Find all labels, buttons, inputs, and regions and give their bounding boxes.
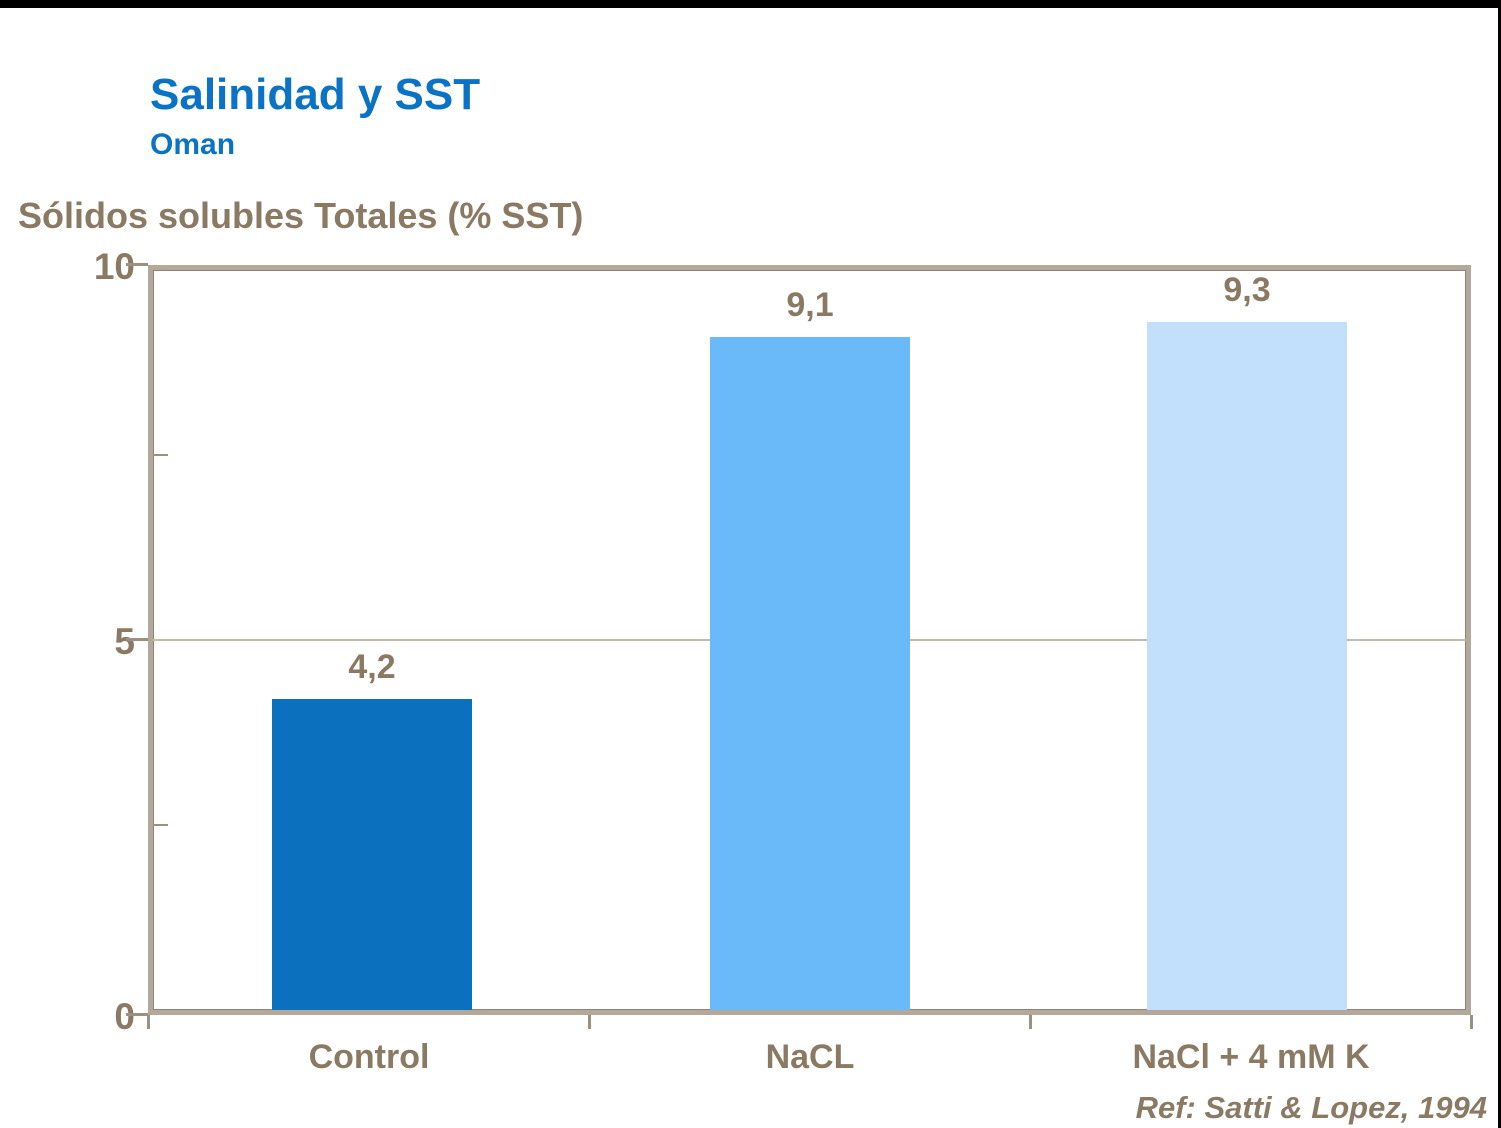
y-tick-mark (126, 638, 148, 641)
chart-title: Salinidad y SST (150, 70, 481, 119)
reference-citation: Ref: Satti & Lopez, 1994 (1135, 1090, 1487, 1125)
bar-value-label: 4,2 (348, 648, 396, 686)
bar-nacl-4-mm-k (1147, 322, 1347, 1010)
minor-y-tick-2-5 (153, 824, 168, 826)
bar-nacl (710, 337, 910, 1010)
category-axis: Control NaCL NaCl + 4 mM K (148, 1038, 1471, 1083)
category-label: NaCl + 4 mM K (1132, 1038, 1370, 1076)
x-axis-tick (147, 1015, 150, 1029)
bar-control (272, 699, 472, 1010)
y-axis-title: Sólidos solubles Totales (% SST) (18, 195, 584, 236)
x-axis-ticks (147, 1015, 1473, 1030)
plot-area: 4,2 9,1 9,3 (148, 265, 1471, 1015)
chart-subtitle: Oman (150, 128, 236, 161)
y-tick-mark (126, 263, 148, 266)
slide-top-border (0, 0, 1501, 8)
y-tick-label-10: 10 (93, 246, 135, 287)
bar-value-label: 9,3 (1223, 271, 1271, 309)
category-label: Control (308, 1038, 430, 1076)
x-axis-tick (588, 1015, 591, 1029)
minor-y-tick-7-5 (153, 454, 168, 456)
x-axis-tick (1470, 1015, 1473, 1029)
slide-right-border (1498, 0, 1501, 1128)
y-tick-label-5: 5 (114, 621, 135, 662)
bar-value-label: 9,1 (786, 286, 834, 324)
y-tick-mark (126, 1013, 148, 1016)
x-axis-tick (1029, 1015, 1032, 1029)
y-tick-label-0: 0 (114, 996, 135, 1037)
category-label: NaCL (765, 1038, 855, 1076)
